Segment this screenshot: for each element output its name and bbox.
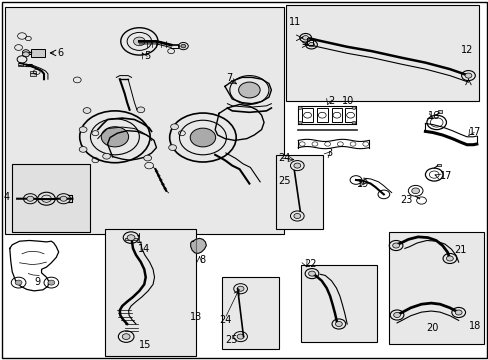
- Circle shape: [454, 310, 461, 315]
- Circle shape: [102, 153, 110, 159]
- Circle shape: [143, 155, 151, 161]
- Text: 12: 12: [460, 45, 472, 55]
- Bar: [345, 108, 355, 122]
- Circle shape: [79, 127, 87, 132]
- Text: 24: 24: [219, 315, 231, 325]
- Text: 15: 15: [139, 340, 151, 350]
- Text: 16: 16: [427, 111, 439, 121]
- Circle shape: [351, 107, 355, 109]
- Text: 25: 25: [278, 176, 290, 186]
- Circle shape: [293, 163, 300, 168]
- Bar: [285, 5, 478, 101]
- Bar: [125, 238, 137, 240]
- Circle shape: [83, 108, 91, 113]
- Text: 20: 20: [426, 323, 438, 333]
- Circle shape: [15, 280, 22, 285]
- Text: 9: 9: [34, 276, 41, 287]
- Text: 22: 22: [304, 258, 317, 269]
- Circle shape: [133, 37, 145, 46]
- Circle shape: [237, 286, 244, 291]
- Text: 6: 6: [58, 48, 64, 58]
- Bar: [222, 277, 278, 349]
- Circle shape: [411, 188, 419, 194]
- Circle shape: [48, 280, 55, 285]
- Circle shape: [308, 42, 314, 47]
- Bar: [5, 7, 283, 234]
- Polygon shape: [190, 238, 206, 253]
- Text: 11: 11: [288, 17, 300, 27]
- Bar: [30, 73, 36, 76]
- Text: 2: 2: [328, 96, 334, 106]
- Circle shape: [60, 196, 67, 201]
- Circle shape: [122, 334, 130, 339]
- Circle shape: [351, 121, 355, 124]
- Text: 14: 14: [138, 244, 150, 254]
- Text: 8: 8: [199, 255, 205, 265]
- Circle shape: [79, 147, 87, 152]
- Circle shape: [190, 128, 215, 147]
- Text: 17: 17: [468, 127, 481, 138]
- Bar: [30, 71, 36, 73]
- Circle shape: [22, 50, 29, 55]
- Bar: [302, 108, 312, 122]
- Circle shape: [335, 321, 342, 327]
- Text: 3: 3: [326, 148, 332, 158]
- Text: 24: 24: [277, 153, 289, 163]
- Bar: [31, 49, 45, 57]
- Bar: [105, 229, 195, 356]
- Bar: [316, 108, 327, 122]
- Text: 25: 25: [224, 335, 237, 345]
- Circle shape: [137, 107, 144, 113]
- Circle shape: [22, 52, 29, 57]
- Text: 19: 19: [356, 179, 368, 189]
- Text: 23: 23: [399, 195, 411, 205]
- Circle shape: [237, 334, 244, 339]
- Bar: [436, 164, 440, 166]
- Circle shape: [181, 44, 185, 48]
- Circle shape: [393, 312, 400, 318]
- Circle shape: [27, 196, 34, 201]
- Circle shape: [464, 73, 471, 78]
- Text: 10: 10: [342, 96, 354, 106]
- Text: 21: 21: [453, 245, 465, 255]
- Bar: [18, 63, 23, 66]
- Circle shape: [302, 36, 308, 40]
- Bar: [437, 110, 441, 113]
- Circle shape: [238, 82, 260, 98]
- Text: 18: 18: [468, 321, 480, 331]
- Circle shape: [293, 213, 300, 219]
- Text: 13: 13: [189, 312, 202, 322]
- Circle shape: [298, 121, 302, 124]
- Text: 7: 7: [225, 73, 232, 84]
- Circle shape: [308, 271, 315, 276]
- Bar: [300, 265, 376, 342]
- Circle shape: [298, 107, 302, 109]
- Circle shape: [101, 127, 128, 147]
- Circle shape: [170, 124, 178, 130]
- Circle shape: [446, 256, 452, 261]
- Text: 4: 4: [4, 192, 10, 202]
- Text: 5: 5: [144, 51, 150, 61]
- Circle shape: [168, 145, 176, 150]
- Bar: [276, 155, 322, 229]
- Circle shape: [127, 235, 135, 240]
- Bar: [331, 108, 342, 122]
- Text: 17: 17: [439, 171, 451, 181]
- Bar: [12, 164, 90, 232]
- Bar: [388, 232, 483, 344]
- Circle shape: [392, 243, 399, 248]
- Text: 1: 1: [136, 235, 142, 246]
